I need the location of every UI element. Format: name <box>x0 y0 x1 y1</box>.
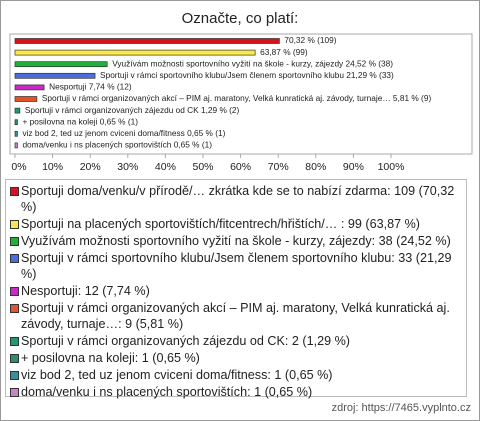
legend-label: Sportuji v rámci organizovaných akcí – P… <box>21 301 450 331</box>
bar <box>14 119 18 126</box>
x-tick-label: 80% <box>305 161 326 173</box>
legend-label: doma/venku i ns placených sportovištích:… <box>21 385 313 399</box>
value-label: Nesportuji 7,74 % (12) <box>49 82 132 92</box>
bar <box>14 38 280 44</box>
value-label: 63,87 % (99) <box>260 47 308 57</box>
bar <box>14 96 38 102</box>
legend-label: Sportuji doma/venku/v přírodě/… zkrátka … <box>21 184 455 214</box>
legend-item: Využívám možnosti sportovního vyžití na … <box>9 233 466 249</box>
legend-label: Sportuji v rámci sportovního klubu/Jsem … <box>21 251 452 281</box>
bar <box>14 130 18 137</box>
legend-item: Sportuji na placených sportovištích/fitc… <box>9 216 466 232</box>
value-label: Sportuji v rámci sportovního klubu/Jsem … <box>100 70 394 80</box>
legend: Sportuji doma/venku/v přírodě/… zkrátka … <box>5 179 467 400</box>
legend-item: Sportuji v rámci organizovaných zájezdu … <box>9 333 466 349</box>
x-tick-label: 50% <box>192 161 213 173</box>
x-tick-label: 60% <box>230 161 251 173</box>
legend-label: Využívám možnosti sportovního vyžití na … <box>21 234 451 248</box>
x-tick-label: 30% <box>117 161 138 173</box>
legend-label: viz bod 2, ted uz jenom cviceni doma/fit… <box>21 368 333 382</box>
source: zdroj: https://7465.vyplnto.cz <box>331 402 471 414</box>
legend-item: doma/venku i ns placených sportovištích:… <box>9 384 466 400</box>
chart: Označte, co platí: 0% 10% 20% 30% 40% 50% 60% 7… <box>9 10 473 173</box>
legend-item: Sportuji v rámci sportovního klubu/Jsem … <box>9 250 466 282</box>
value-label: viz bod 2, ted uz jenom cviceni doma/fit… <box>22 128 225 138</box>
legend-item: Sportuji doma/venku/v přírodě/… zkrátka … <box>9 183 466 215</box>
legend-swatch <box>10 337 19 346</box>
legend-item: + posilovna na koleji: 1 (0,65 %) <box>9 350 466 366</box>
bar <box>14 142 18 149</box>
value-label: Využívám možnosti sportovního vyžití na … <box>112 58 393 68</box>
legend-swatch <box>10 237 19 246</box>
bar <box>14 61 108 68</box>
legend-item: viz bod 2, ted uz jenom cviceni doma/fit… <box>9 367 466 383</box>
legend-item: Nesportuji: 12 (7,74 %) <box>9 283 466 299</box>
legend-swatch <box>10 187 19 196</box>
x-tick-label: 40% <box>155 161 176 173</box>
legend-swatch <box>10 388 19 397</box>
legend-swatch <box>10 354 19 363</box>
bar <box>14 84 45 91</box>
legend-swatch <box>10 220 19 229</box>
legend-label: Sportuji v rámci organizovaných zájezdu … <box>21 334 350 348</box>
x-tick-label: 70% <box>268 161 289 173</box>
value-label: doma/venku i ns placených sportovištích … <box>22 140 212 150</box>
legend-label: Nesportuji: 12 (7,74 %) <box>21 284 150 298</box>
x-tick-label: 90% <box>343 161 364 173</box>
value-label: Sportuji v rámci organizovaných zájezdu … <box>25 105 240 115</box>
bar <box>14 107 21 114</box>
bar <box>14 49 256 56</box>
x-tick-label: 20% <box>80 161 101 173</box>
legend-item: Sportuji v rámci organizovaných akcí – P… <box>9 300 466 332</box>
value-label: + posilovna na koleji 0,65 % (1) <box>22 116 138 126</box>
legend-label: Sportuji na placených sportovištích/fitc… <box>21 217 420 231</box>
x-tick-label: 10% <box>42 161 63 173</box>
bar <box>14 72 96 79</box>
value-label: Sportuji v rámci organizovaných akcí – P… <box>42 93 432 103</box>
x-tick-label: 0% <box>11 161 26 173</box>
legend-swatch <box>10 287 19 296</box>
value-label: 70,32 % (109) <box>284 35 336 45</box>
x-tick-label: 100% <box>378 161 405 173</box>
legend-label: + posilovna na koleji: 1 (0,65 %) <box>21 351 200 365</box>
chart-title: Označte, co platí: <box>182 10 299 27</box>
legend-swatch <box>10 371 19 380</box>
legend-swatch <box>10 254 19 263</box>
legend-swatch <box>10 304 19 313</box>
